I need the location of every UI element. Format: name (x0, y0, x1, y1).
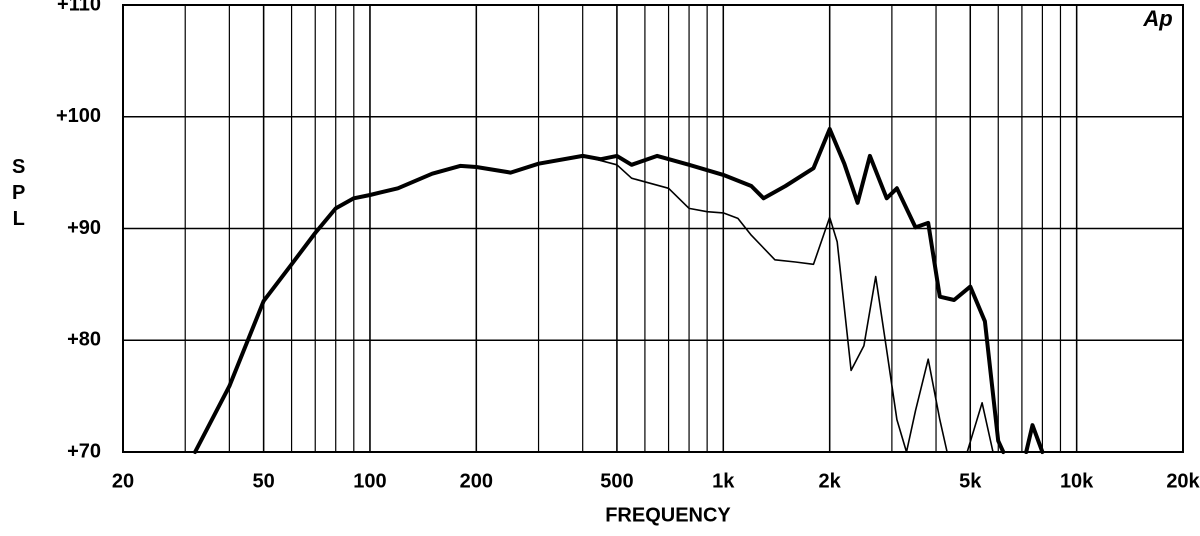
y-tick-label: +110 (57, 0, 101, 15)
x-tick-label: 1k (712, 470, 735, 492)
x-tick-label: 10k (1060, 470, 1094, 492)
x-tick-label: 200 (460, 470, 493, 492)
y-axis-label: SPL (8, 156, 30, 234)
x-tick-label: 50 (252, 470, 274, 492)
y-tick-label: +70 (67, 440, 101, 462)
y-tick-label: +100 (56, 105, 101, 127)
x-tick-label: 20 (112, 470, 134, 492)
response-line (193, 127, 1045, 454)
x-tick-label: 100 (353, 470, 386, 492)
x-tick-label: 5k (959, 470, 982, 492)
y-tick-label: +80 (67, 329, 101, 351)
x-tick-label: 2k (819, 470, 842, 492)
plot-frame (122, 4, 1184, 453)
x-tick-label: 20k (1166, 470, 1200, 492)
response-line (194, 155, 994, 453)
x-tick-label: 500 (600, 470, 633, 492)
y-tick-label: +90 (67, 217, 101, 239)
logo: Ap (1142, 6, 1172, 31)
x-axis-label: FREQUENCY (605, 504, 731, 526)
